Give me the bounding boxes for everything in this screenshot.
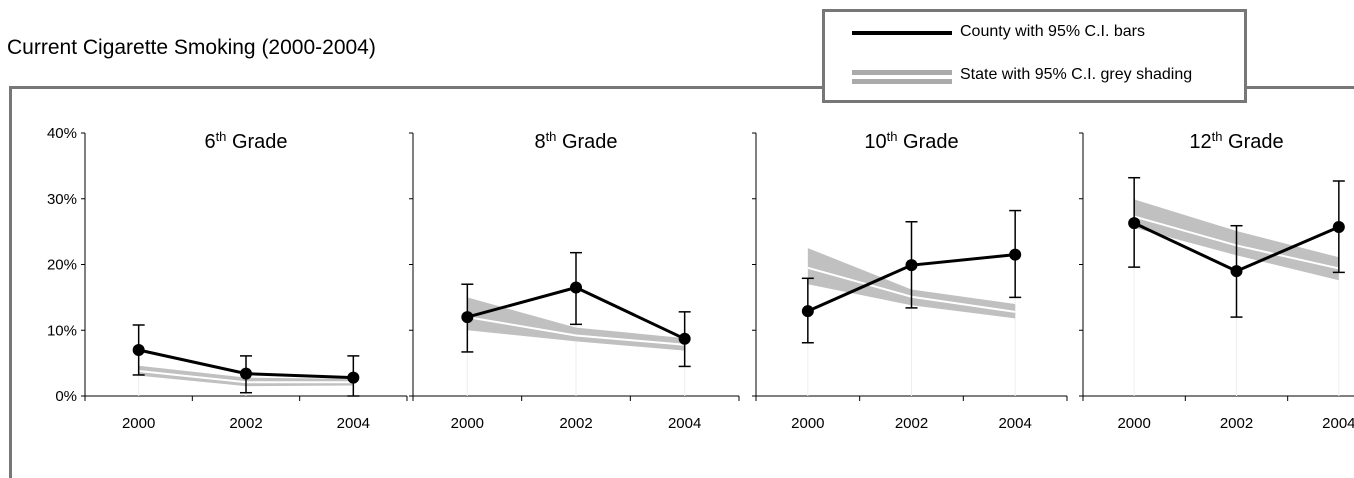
legend-state-label: State with 95% C.I. grey shading (960, 66, 1193, 83)
county-point (1332, 221, 1345, 234)
legend-state-band-swatch-lower (852, 79, 952, 84)
legend-state-band-swatch-upper (852, 70, 952, 75)
x-tick-label: 2004 (1322, 415, 1354, 432)
x-tick-label: 2004 (998, 415, 1031, 432)
county-point (1128, 217, 1141, 230)
legend-county-line-swatch (852, 31, 952, 35)
county-point (1009, 248, 1022, 261)
x-tick-label: 2002 (895, 415, 928, 432)
legend-county-label: County with 95% C.I. bars (960, 23, 1145, 40)
chart-panel-1: 0% 10% 20% 30% 40% 2000 2002 2004 6th Grade (47, 125, 408, 432)
county-point (240, 367, 252, 380)
chart-panel-4: 2000 2002 2004 12th Grade (1079, 129, 1354, 432)
county-point (905, 259, 918, 272)
legend: County with 95% C.I. bars State with 95%… (822, 9, 1247, 103)
county-point (678, 332, 691, 345)
state-ci-band (807, 248, 1016, 319)
page-title: Current Cigarette Smoking (2000-2004) (7, 36, 376, 59)
x-tick-label: 2004 (337, 415, 370, 432)
state-ci-band (467, 297, 685, 351)
panel-title: 12th Grade (1189, 129, 1283, 154)
county-point (347, 371, 360, 384)
x-tick-label: 2000 (122, 415, 155, 432)
x-tick-label: 2000 (791, 415, 824, 432)
county-point (132, 343, 145, 356)
frame-left-border (9, 86, 12, 478)
panel-title: 6th Grade (204, 129, 287, 154)
county-point (1230, 265, 1243, 278)
county-point (570, 281, 582, 294)
x-tick-label: 2000 (451, 415, 484, 432)
state-line (467, 316, 685, 346)
x-tick-label: 2004 (668, 415, 701, 432)
chart-panel-3: 2000 2002 2004 10th Grade (752, 129, 1068, 432)
county-point (801, 305, 814, 318)
y-tick-label: 30% (47, 191, 77, 208)
x-tick-label: 2002 (1220, 415, 1253, 432)
chart-panel-2: 2000 2002 2004 8th Grade (409, 129, 740, 432)
y-tick-label: 40% (47, 125, 77, 142)
x-tick-label: 2002 (559, 415, 592, 432)
panel-title: 8th Grade (534, 129, 617, 154)
y-tick-label: 20% (47, 257, 77, 274)
panel-title: 10th Grade (864, 129, 958, 154)
x-tick-label: 2000 (1117, 415, 1150, 432)
y-tick-label: 0% (55, 388, 77, 405)
frame-top-border (9, 86, 1354, 89)
x-tick-label: 2002 (229, 415, 262, 432)
state-ci-band (138, 365, 354, 387)
county-point (461, 311, 474, 324)
y-tick-label: 10% (47, 322, 77, 339)
